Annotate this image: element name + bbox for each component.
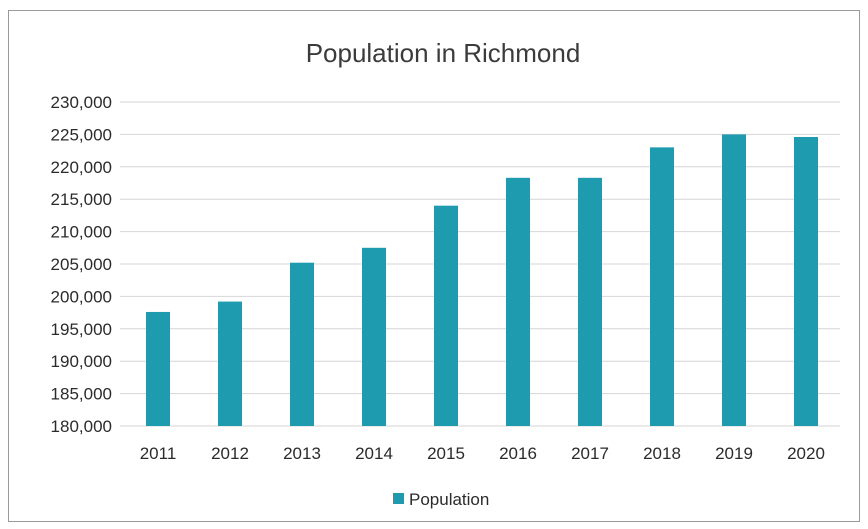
bar-2015 bbox=[434, 205, 458, 426]
x-axis-labels: 2011 2012 2013 2014 2015 2016 2017 2018 2019 2020 bbox=[140, 444, 825, 463]
bar-2019 bbox=[722, 134, 746, 426]
x-tick-label: 2016 bbox=[499, 444, 537, 463]
bars bbox=[146, 134, 818, 427]
x-tick-label: 2014 bbox=[355, 444, 393, 463]
y-axis-labels: 180,000 185,000 190,000 195,000 200,000 205,0… bbox=[51, 93, 112, 436]
y-tick-label: 185,000 bbox=[51, 385, 112, 404]
y-tick-label: 230,000 bbox=[51, 93, 112, 112]
y-tick-label: 205,000 bbox=[51, 255, 112, 274]
x-tick-label: 2019 bbox=[715, 444, 753, 463]
y-tick-label: 190,000 bbox=[51, 352, 112, 371]
y-tick-label: 210,000 bbox=[51, 223, 112, 242]
y-tick-label: 225,000 bbox=[51, 125, 112, 144]
bar-2017 bbox=[578, 177, 602, 426]
bar-2013 bbox=[290, 262, 314, 426]
x-tick-label: 2011 bbox=[140, 444, 177, 463]
x-tick-label: 2015 bbox=[427, 444, 465, 463]
y-tick-label: 220,000 bbox=[51, 158, 112, 177]
x-tick-label: 2013 bbox=[283, 444, 321, 463]
y-tick-label: 180,000 bbox=[51, 417, 112, 436]
legend-swatch-population bbox=[393, 493, 404, 504]
bar-2014 bbox=[362, 247, 386, 426]
bar-2016 bbox=[506, 177, 530, 426]
chart-title: Population in Richmond bbox=[306, 38, 581, 68]
bar-2020 bbox=[794, 136, 818, 426]
y-tick-label: 215,000 bbox=[51, 190, 112, 209]
legend: Population bbox=[393, 490, 489, 509]
bar-2018 bbox=[650, 147, 674, 427]
y-tick-label: 195,000 bbox=[51, 320, 112, 339]
bar-2011 bbox=[146, 311, 170, 426]
bar-2012 bbox=[218, 301, 242, 426]
x-tick-label: 2018 bbox=[643, 444, 681, 463]
x-tick-label: 2020 bbox=[787, 444, 825, 463]
y-tick-label: 200,000 bbox=[51, 287, 112, 306]
x-tick-label: 2017 bbox=[571, 444, 609, 463]
x-tick-label: 2012 bbox=[211, 444, 249, 463]
legend-label-population: Population bbox=[409, 490, 489, 509]
